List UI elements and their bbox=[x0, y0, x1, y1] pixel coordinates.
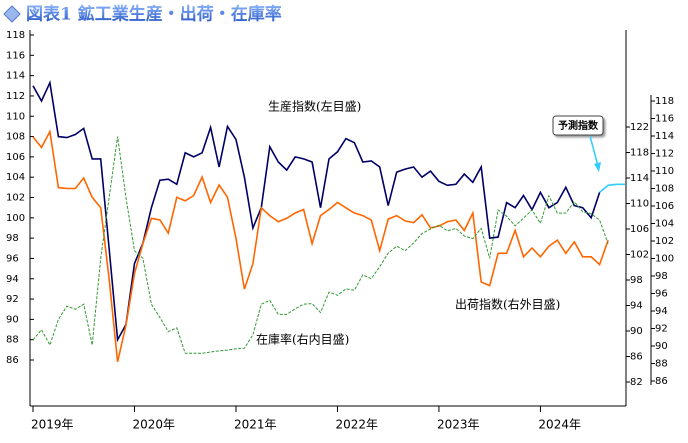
y-tick-label: 102 bbox=[6, 193, 25, 204]
y3-tick-label: 86 bbox=[655, 376, 668, 387]
callout-box bbox=[552, 115, 604, 136]
annotation: 在庫率(右内目盛) bbox=[256, 332, 349, 347]
x-tick-label: 2023年 bbox=[437, 418, 480, 432]
y3-tick-label: 116 bbox=[655, 114, 674, 125]
annotation: 予測指数 bbox=[558, 119, 599, 132]
x-tick-label: 2019年 bbox=[31, 418, 74, 432]
y-tick-label: 96 bbox=[6, 253, 19, 264]
chart-title: 図表1 鉱工業生産・出荷・在庫率 bbox=[26, 4, 282, 25]
y-tick-label: 114 bbox=[6, 71, 25, 82]
y3-tick-label: 114 bbox=[655, 131, 674, 142]
series-line bbox=[599, 183, 625, 194]
y-tick-label: 104 bbox=[6, 172, 25, 183]
y3-tick-label: 94 bbox=[655, 306, 668, 317]
y3-tick-label: 112 bbox=[655, 149, 674, 160]
y3-tick-label: 98 bbox=[655, 271, 668, 282]
y-tick-label: 106 bbox=[6, 152, 25, 163]
y2-tick-label: 102 bbox=[630, 250, 649, 261]
y-tick-label: 100 bbox=[6, 213, 25, 224]
x-tick-label: 2020年 bbox=[132, 418, 175, 432]
x-tick-label: 2021年 bbox=[234, 418, 277, 432]
series-line bbox=[32, 136, 609, 354]
y-tick-label: 90 bbox=[6, 314, 19, 325]
y3-tick-label: 100 bbox=[655, 254, 674, 265]
y2-tick-label: 86 bbox=[630, 352, 643, 363]
y2-tick-label: 82 bbox=[630, 377, 643, 388]
series-line bbox=[32, 129, 609, 362]
y3-tick-label: 118 bbox=[655, 96, 674, 107]
annotation: 生産指数(左目盛) bbox=[268, 99, 361, 114]
y-tick-label: 108 bbox=[6, 132, 25, 143]
y3-tick-label: 106 bbox=[655, 201, 674, 212]
y3-tick-label: 88 bbox=[655, 359, 668, 370]
y3-tick-label: 90 bbox=[655, 341, 668, 352]
callout-arrowhead bbox=[594, 162, 601, 172]
callout-arrow bbox=[589, 135, 599, 167]
x-tick-label: 2022年 bbox=[335, 418, 378, 432]
y-tick-label: 94 bbox=[6, 274, 19, 285]
y2-tick-label: 118 bbox=[630, 148, 649, 159]
y3-tick-label: 92 bbox=[655, 324, 668, 335]
y-tick-label: 112 bbox=[6, 91, 25, 102]
y3-tick-label: 110 bbox=[655, 166, 674, 177]
y-tick-label: 88 bbox=[6, 335, 19, 346]
y-tick-label: 98 bbox=[6, 233, 19, 244]
y2-tick-label: 106 bbox=[630, 224, 649, 235]
y3-tick-label: 108 bbox=[655, 184, 674, 195]
y-tick-label: 118 bbox=[6, 30, 25, 41]
y3-tick-label: 102 bbox=[655, 236, 674, 247]
y2-tick-label: 110 bbox=[630, 199, 649, 210]
y3-tick-label: 104 bbox=[655, 219, 674, 230]
y2-tick-label: 98 bbox=[630, 275, 643, 286]
y-tick-label: 116 bbox=[6, 50, 25, 61]
annotation: 出荷指数(右外目盛) bbox=[455, 297, 560, 312]
y2-tick-label: 114 bbox=[630, 173, 649, 184]
x-tick-label: 2024年 bbox=[538, 418, 581, 432]
y-tick-label: 92 bbox=[6, 294, 19, 305]
y2-tick-label: 90 bbox=[630, 326, 643, 337]
y3-tick-label: 96 bbox=[655, 289, 668, 300]
title-icon bbox=[3, 5, 21, 23]
y-tick-label: 86 bbox=[6, 355, 19, 366]
y-tick-label: 110 bbox=[6, 111, 25, 122]
y2-tick-label: 94 bbox=[630, 301, 643, 312]
y2-tick-label: 122 bbox=[630, 122, 649, 133]
